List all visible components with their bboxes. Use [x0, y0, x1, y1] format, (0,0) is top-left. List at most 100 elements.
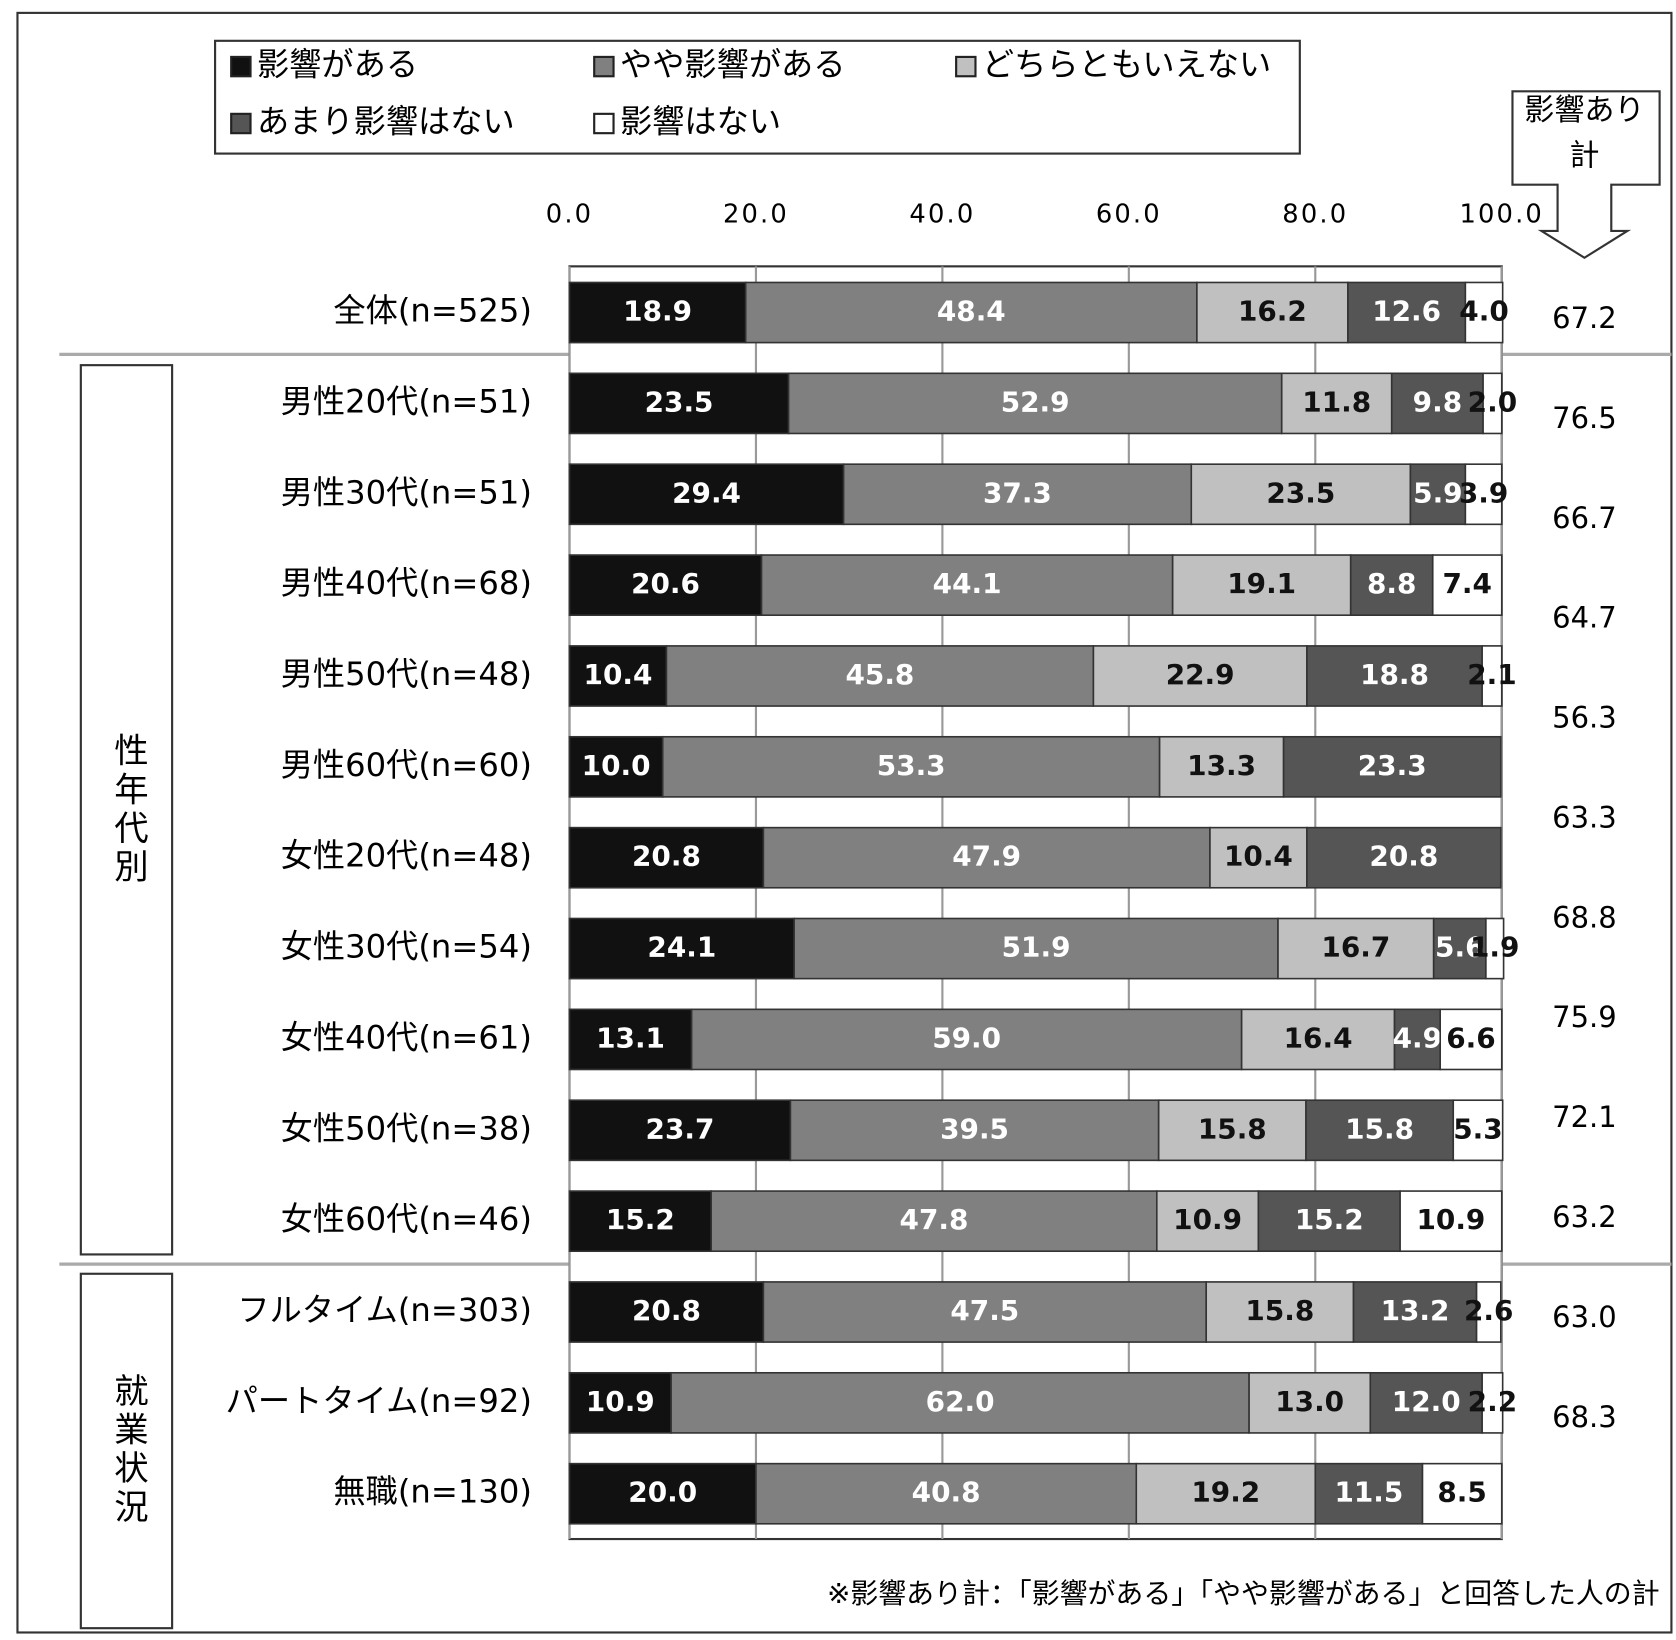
total-label: 63.0 [1552, 1300, 1617, 1334]
data-label: 47.9 [952, 840, 1021, 873]
data-label: 10.9 [586, 1385, 655, 1418]
data-label: 37.3 [983, 476, 1052, 509]
bar-segment [1306, 826, 1502, 889]
data-label: 16.2 [1238, 295, 1307, 328]
total-label: 72.1 [1552, 1100, 1617, 1134]
x-tick-label: 60.0 [1096, 199, 1162, 229]
legend-box [214, 39, 1301, 155]
total-label: 64.7 [1552, 601, 1617, 635]
total-label: 75.9 [1552, 1000, 1617, 1034]
x-tick-label: 20.0 [723, 199, 789, 229]
data-label: 13.1 [596, 1021, 665, 1054]
data-label: 20.8 [632, 1294, 701, 1327]
bar-segment [568, 1190, 713, 1253]
data-label: 62.0 [926, 1385, 995, 1418]
data-label: 1.9 [1470, 931, 1519, 964]
data-label: 29.4 [672, 476, 741, 509]
bar-segment [1399, 1190, 1503, 1253]
category-label: 女性40代(n=61) [281, 1018, 532, 1056]
bar-segment [1282, 735, 1502, 798]
bar-segment [670, 1371, 1250, 1434]
group-box [79, 1272, 174, 1630]
legend-swatch [593, 55, 615, 78]
data-label: 19.1 [1227, 567, 1296, 600]
data-label: 20.8 [1369, 840, 1438, 873]
bar-segment [568, 1462, 757, 1525]
data-label: 10.0 [582, 749, 651, 782]
data-label: 10.4 [1224, 840, 1293, 873]
data-label: 23.3 [1358, 749, 1427, 782]
bar-segment [1432, 917, 1487, 980]
category-label: 全体(n=525) [333, 292, 531, 330]
data-label: 15.8 [1245, 1294, 1314, 1327]
data-label: 39.5 [940, 1112, 1009, 1145]
bar-segment [1481, 645, 1503, 707]
group-label: 就業状況 [107, 1373, 147, 1528]
data-label: 6.6 [1446, 1021, 1495, 1054]
footnote: ※影響あり計：「影響がある」「やや影響がある」と回答した人の計 [827, 1577, 1660, 1610]
data-label: 2.6 [1464, 1294, 1513, 1327]
data-label: 47.8 [900, 1203, 969, 1236]
data-label: 2.2 [1468, 1385, 1517, 1418]
bar-segment [1439, 1008, 1503, 1071]
legend-swatch [230, 112, 252, 135]
bar-segment [755, 1462, 1138, 1525]
category-label: 男性60代(n=60) [281, 746, 532, 784]
data-label: 12.0 [1392, 1385, 1461, 1418]
total-label: 68.8 [1552, 900, 1617, 934]
bar-segment [1481, 1371, 1504, 1434]
data-label: 23.5 [1266, 476, 1335, 509]
legend-swatch [955, 55, 977, 78]
totals-header-arrow [1511, 90, 1661, 260]
data-label: 51.9 [1002, 931, 1071, 964]
bar-segment [1390, 372, 1484, 435]
data-label: 44.1 [933, 567, 1002, 600]
data-label: 15.2 [606, 1203, 675, 1236]
bar-segment [760, 554, 1174, 616]
bar-segment [1171, 554, 1352, 616]
legend-label: あまり影響はない [257, 103, 515, 141]
data-label: 9.8 [1413, 385, 1462, 418]
data-label: 18.9 [623, 295, 692, 328]
data-label: 52.9 [1001, 385, 1070, 418]
data-label: 10.9 [1416, 1203, 1485, 1236]
category-label: 男性50代(n=48) [281, 655, 532, 693]
data-label: 23.7 [646, 1112, 715, 1145]
data-label: 7.4 [1443, 567, 1492, 600]
bar-segment [710, 1190, 1158, 1253]
bar-segment [1421, 1462, 1503, 1525]
category-label: 男性20代(n=51) [281, 382, 532, 420]
total-label: 63.2 [1552, 1200, 1617, 1234]
x-tick-label: 80.0 [1282, 199, 1348, 229]
x-tick-label: 0.0 [546, 199, 593, 229]
bar-segment [1305, 1099, 1455, 1162]
total-label: 66.7 [1552, 501, 1617, 535]
category-label: 女性30代(n=54) [281, 928, 532, 966]
data-label: 10.9 [1173, 1203, 1242, 1236]
bar-segment [1240, 1008, 1396, 1071]
group-box [79, 364, 174, 1256]
data-label: 5.9 [1413, 476, 1462, 509]
data-label: 23.5 [645, 385, 714, 418]
bar-segment [1248, 1371, 1372, 1434]
bar-segment [1464, 463, 1503, 526]
data-label: 20.8 [632, 840, 701, 873]
legend-label: どちらともいえない [982, 46, 1271, 84]
data-label: 2.0 [1468, 385, 1517, 418]
data-label: 13.3 [1187, 749, 1256, 782]
total-label: 76.5 [1552, 401, 1617, 435]
bar-segment [1369, 1371, 1483, 1434]
data-label: 12.6 [1372, 295, 1441, 328]
data-label: 20.6 [631, 567, 700, 600]
data-label: 10.4 [584, 658, 653, 691]
category-label: 女性50代(n=38) [281, 1109, 532, 1147]
bar-segment [793, 917, 1279, 980]
group-label: 性年代別 [107, 732, 148, 887]
data-label: 53.3 [877, 749, 946, 782]
bar-segment [1135, 1462, 1317, 1525]
data-label: 22.9 [1166, 658, 1235, 691]
data-label: 40.8 [912, 1476, 981, 1509]
data-label: 59.0 [932, 1021, 1001, 1054]
bar-segment [1485, 917, 1505, 980]
bar-segment [1156, 1190, 1260, 1253]
